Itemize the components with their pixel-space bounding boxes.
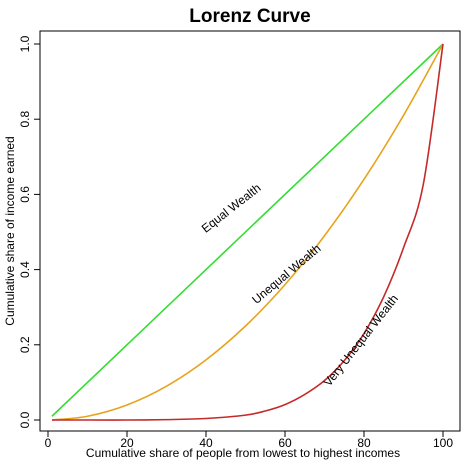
x-tick-label: 20: [120, 436, 134, 450]
series-annotation-equal-wealth: Equal Wealth: [199, 181, 264, 236]
y-tick-label: 0.8: [18, 111, 32, 128]
x-tick-label: 80: [357, 436, 371, 450]
series-annotation-unequal-wealth: Unequal Wealth: [249, 241, 323, 306]
y-tick-label: 0.6: [18, 186, 32, 203]
x-tick-label: 100: [433, 436, 453, 450]
y-axis-label: Cumulative share of income earned: [3, 136, 17, 325]
plot-frame: [39, 30, 461, 432]
x-tick-label: 60: [278, 436, 292, 450]
y-tick-label: 0.2: [18, 336, 32, 353]
x-tick-label: 40: [199, 436, 213, 450]
y-axis: 0.0 0.2 0.4 0.6 0.8 1.0: [18, 35, 41, 428]
series-line-equal-wealth: [51, 43, 444, 417]
series-annotation-very-unequal-wealth: Very Unequal Wealth: [321, 292, 401, 389]
y-tick-label: 0.0: [18, 411, 32, 428]
x-axis: 0 20 40 60 80 100: [45, 430, 453, 450]
series-line-very-unequal-wealth: [51, 43, 444, 421]
x-axis-label: Cumulative share of people from lowest t…: [86, 446, 400, 460]
series-line-unequal-wealth: [51, 43, 444, 421]
y-tick-label: 1.0: [18, 35, 32, 52]
series-group: [51, 43, 444, 421]
x-tick-label: 0: [45, 436, 52, 450]
chart-title: Lorenz Curve: [189, 6, 310, 27]
y-tick-label: 0.4: [18, 261, 32, 278]
